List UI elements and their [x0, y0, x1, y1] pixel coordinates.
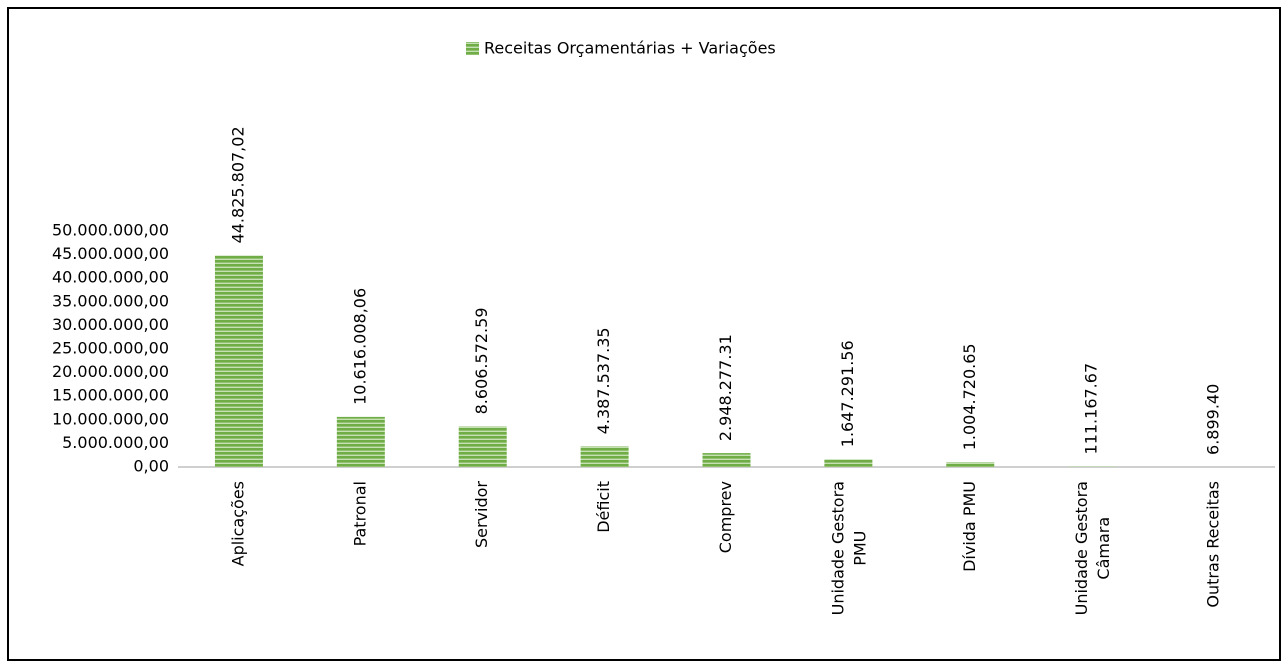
y-tick-label: 50.000.000,00: [52, 221, 169, 240]
value-label: 10.616.008,06: [350, 288, 369, 405]
value-label: 1.647.291.56: [838, 340, 857, 447]
bar: [946, 462, 995, 467]
y-tick-label: 15.000.000,00: [52, 386, 169, 405]
y-tick-label: 20.000.000,00: [52, 362, 169, 381]
x-tick-label: Aplicações: [228, 481, 247, 566]
bar: [702, 453, 751, 467]
value-label: 111.167.67: [1082, 363, 1101, 455]
bar: [458, 426, 507, 467]
y-tick-label: 25.000.000,00: [52, 339, 169, 358]
y-tick-label: 5.000.000,00: [62, 433, 169, 452]
x-tick-label: Déficit: [594, 481, 613, 533]
y-tick-label: 10.000.000,00: [52, 409, 169, 428]
value-label: 6.899.40: [1204, 384, 1223, 455]
legend-swatch: [466, 42, 479, 55]
bar: [1068, 466, 1117, 467]
x-tick-label: Patronal: [350, 481, 369, 546]
value-label: 2.948.277.31: [716, 334, 735, 441]
x-tick-label: Unidade Gestora PMU: [828, 481, 869, 615]
bar: [824, 459, 873, 467]
x-tick-label: Dívida PMU: [960, 481, 979, 572]
bar: [336, 416, 385, 467]
value-label: 44.825.807,02: [228, 126, 247, 243]
y-tick-label: 0,00: [133, 457, 169, 476]
bar: [580, 446, 629, 467]
x-tick-label: Servidor: [472, 481, 491, 548]
value-label: 1.004.720.65: [960, 343, 979, 450]
legend-label: Receitas Orçamentárias + Variações: [484, 39, 776, 58]
y-tick-label: 40.000.000,00: [52, 268, 169, 287]
y-tick-label: 30.000.000,00: [52, 315, 169, 334]
value-label: 8.606.572.59: [472, 308, 491, 415]
x-tick-label: Comprev: [716, 481, 735, 553]
y-tick-label: 45.000.000,00: [52, 244, 169, 263]
value-label: 4.387.537.35: [594, 327, 613, 434]
x-tick-label: Outras Receitas: [1204, 481, 1223, 608]
y-tick-label: 35.000.000,00: [52, 291, 169, 310]
x-tick-label: Unidade Gestora Câmara: [1072, 481, 1113, 615]
bar: [214, 255, 263, 467]
